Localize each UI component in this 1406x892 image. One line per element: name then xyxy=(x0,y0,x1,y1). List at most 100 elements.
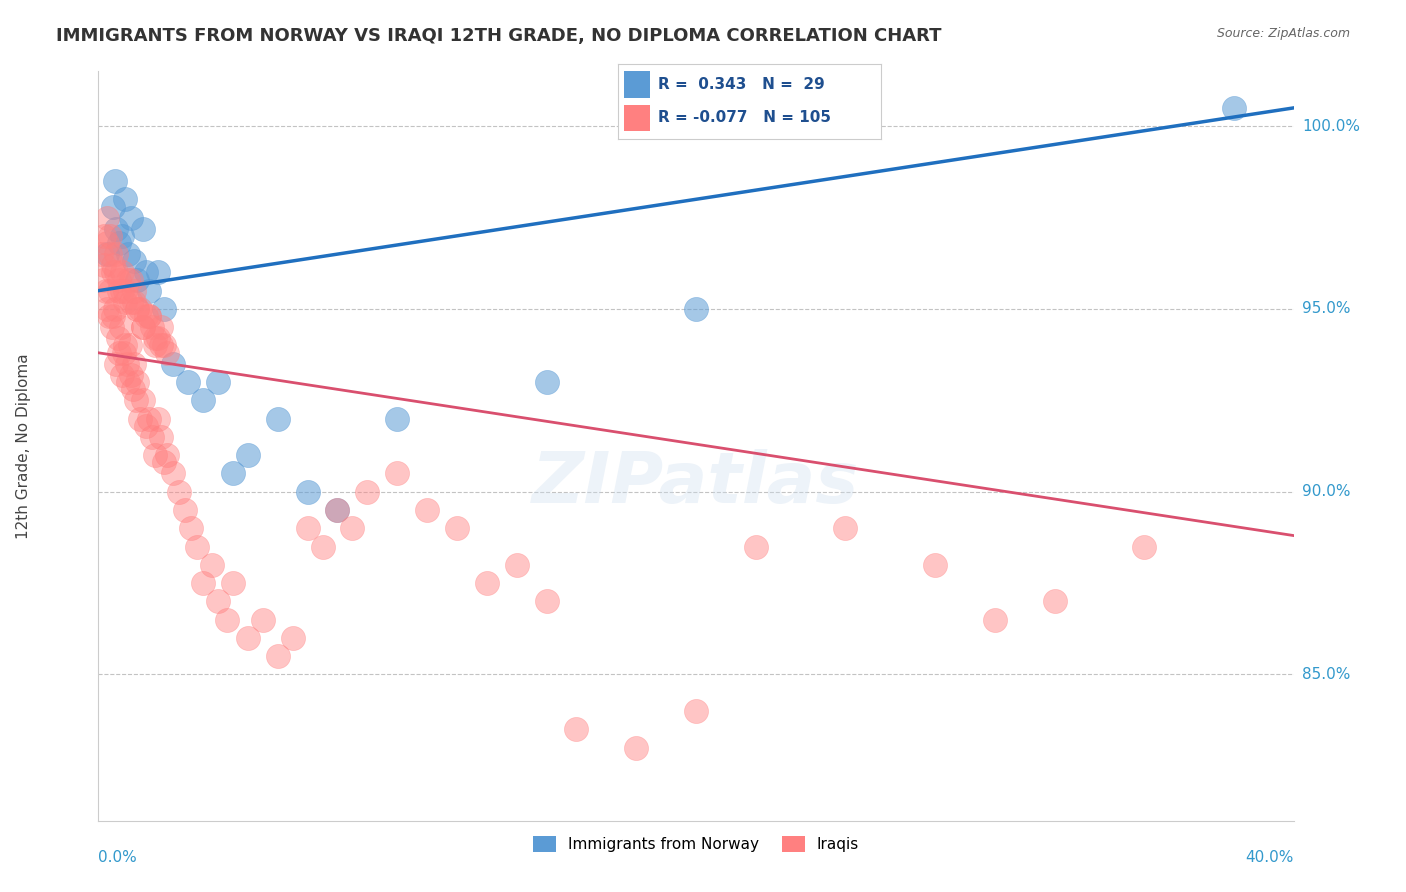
Point xyxy=(96,236,118,251)
Point xyxy=(326,503,349,517)
Point xyxy=(143,448,166,462)
Text: Source: ZipAtlas.com: Source: ZipAtlas.com xyxy=(1216,27,1350,40)
Point xyxy=(252,613,274,627)
Point xyxy=(127,301,149,316)
Point xyxy=(326,503,349,517)
Point xyxy=(93,258,115,272)
Point xyxy=(132,320,155,334)
Point xyxy=(132,320,155,334)
Point xyxy=(124,294,146,309)
Point xyxy=(107,331,129,345)
Text: ZIPatlas: ZIPatlas xyxy=(533,449,859,518)
Point xyxy=(141,430,163,444)
Point xyxy=(129,411,152,425)
Point xyxy=(135,310,157,324)
Point xyxy=(180,521,202,535)
Point xyxy=(156,448,179,462)
Point xyxy=(685,301,707,316)
Point xyxy=(96,301,118,316)
Point xyxy=(236,631,259,645)
Point xyxy=(105,357,128,371)
Point xyxy=(103,200,125,214)
Text: 85.0%: 85.0% xyxy=(1302,667,1351,682)
Point xyxy=(385,411,409,425)
Point xyxy=(565,723,588,737)
Point xyxy=(114,338,136,352)
Point xyxy=(156,346,179,360)
Point xyxy=(111,265,134,279)
Point xyxy=(207,594,229,608)
Text: 100.0%: 100.0% xyxy=(1302,119,1361,134)
Point xyxy=(148,331,170,345)
Point xyxy=(222,576,245,591)
Point xyxy=(153,301,176,316)
Point xyxy=(111,368,134,382)
Point xyxy=(201,558,224,572)
Point xyxy=(103,258,125,272)
Point xyxy=(626,740,648,755)
Point xyxy=(207,375,229,389)
Point xyxy=(297,521,319,535)
Text: 40.0%: 40.0% xyxy=(1246,850,1294,865)
Point xyxy=(98,284,122,298)
Point xyxy=(506,558,529,572)
Point xyxy=(115,357,138,371)
Text: IMMIGRANTS FROM NORWAY VS IRAQI 12TH GRADE, NO DIPLOMA CORRELATION CHART: IMMIGRANTS FROM NORWAY VS IRAQI 12TH GRA… xyxy=(56,27,942,45)
Point xyxy=(215,613,238,627)
Text: 95.0%: 95.0% xyxy=(1302,301,1351,317)
Point xyxy=(124,357,146,371)
Point xyxy=(924,558,946,572)
Point xyxy=(103,265,125,279)
Legend: Immigrants from Norway, Iraqis: Immigrants from Norway, Iraqis xyxy=(527,830,865,858)
Point xyxy=(745,540,768,554)
Point xyxy=(1223,101,1246,115)
Point xyxy=(267,649,290,664)
Point xyxy=(114,192,136,206)
Point xyxy=(120,368,142,382)
Point xyxy=(94,284,117,298)
Point xyxy=(385,467,409,481)
Point xyxy=(110,320,132,334)
Point xyxy=(96,211,118,225)
Point xyxy=(105,247,128,261)
Point xyxy=(98,228,122,243)
Point xyxy=(150,338,173,352)
Point xyxy=(108,273,131,287)
Point xyxy=(174,503,197,517)
Point xyxy=(135,265,157,279)
Point xyxy=(153,455,176,469)
Point xyxy=(685,704,707,718)
Point xyxy=(281,631,304,645)
Point xyxy=(108,346,131,360)
Point xyxy=(138,411,160,425)
Point xyxy=(114,294,136,309)
Point xyxy=(162,467,184,481)
Text: 0.0%: 0.0% xyxy=(98,850,138,865)
Point xyxy=(105,265,128,279)
Point xyxy=(1043,594,1066,608)
Point xyxy=(104,301,127,316)
Point xyxy=(111,228,134,243)
Point xyxy=(153,338,176,352)
Point xyxy=(124,284,146,298)
Point xyxy=(98,247,122,261)
Point xyxy=(150,430,173,444)
Point xyxy=(342,521,364,535)
Point xyxy=(536,594,558,608)
Point xyxy=(138,310,160,324)
Point xyxy=(105,221,128,235)
Point xyxy=(143,331,166,345)
Point xyxy=(108,236,131,251)
Point xyxy=(222,467,245,481)
Point xyxy=(120,273,142,287)
Point xyxy=(93,228,115,243)
Point xyxy=(118,338,141,352)
Point xyxy=(148,411,170,425)
Point xyxy=(536,375,558,389)
Point xyxy=(267,411,290,425)
Point xyxy=(1133,540,1156,554)
Point xyxy=(162,357,184,371)
Point xyxy=(96,247,118,261)
Point xyxy=(125,393,148,408)
Point xyxy=(984,613,1007,627)
